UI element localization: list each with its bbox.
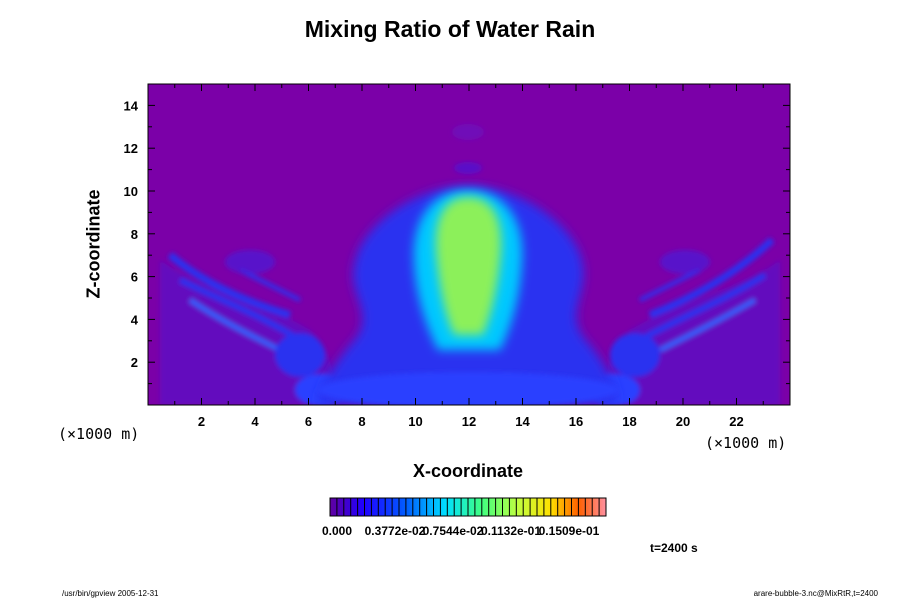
x-tick-label: 6 [305, 414, 312, 429]
x-tick-label: 18 [622, 414, 636, 429]
footer-command: /usr/bin/gpview 2005-12-31 [62, 589, 159, 598]
central-plume [318, 124, 618, 405]
colorbar-label: 0.1509e-01 [538, 524, 600, 538]
plume-core [435, 197, 502, 335]
x-tick-label: 4 [251, 414, 259, 429]
chart-title: Mixing Ratio of Water Rain [304, 16, 596, 42]
colorbar-label: 0.3772e-02 [364, 524, 426, 538]
y-tick-label: 8 [131, 227, 138, 242]
x-tick-label: 16 [569, 414, 583, 429]
y-axis-unit: (×1000 m) [58, 425, 140, 443]
x-tick-label: 20 [676, 414, 690, 429]
y-tick-label: 14 [124, 98, 139, 113]
x-tick-label: 12 [462, 414, 476, 429]
x-tick-label: 8 [358, 414, 365, 429]
x-tick-label: 10 [408, 414, 422, 429]
y-tick-label: 2 [131, 355, 138, 370]
y-tick-label: 6 [131, 270, 138, 285]
colorbar-label: 0.7544e-02 [422, 524, 484, 538]
colorbar-divisions [336, 498, 600, 516]
y-axis-label: Z-coordinate [83, 189, 104, 299]
y-tick-label: 12 [124, 141, 138, 156]
y-tick-label: 10 [124, 184, 138, 199]
time-label: t=2400 s [650, 541, 698, 555]
x-tick-label: 22 [729, 414, 743, 429]
x-axis: 2 4 6 8 10 12 14 16 18 20 22 [174, 84, 764, 429]
colorbar-label: 0.000 [321, 524, 353, 538]
x-axis-label: X-coordinate [412, 461, 523, 481]
left-wing [160, 250, 345, 405]
y-tick-label: 4 [131, 312, 139, 327]
footer-source: arare-bubble-3.nc@MixRtR,t=2400 [753, 589, 878, 598]
x-tick-label: 14 [515, 414, 530, 429]
colorbar-label: 0.1132e-01 [480, 524, 542, 538]
y-axis: 2 4 6 8 10 12 14 [124, 98, 790, 385]
x-axis-unit: (×1000 m) [705, 434, 787, 452]
x-tick-label: 2 [198, 414, 205, 429]
